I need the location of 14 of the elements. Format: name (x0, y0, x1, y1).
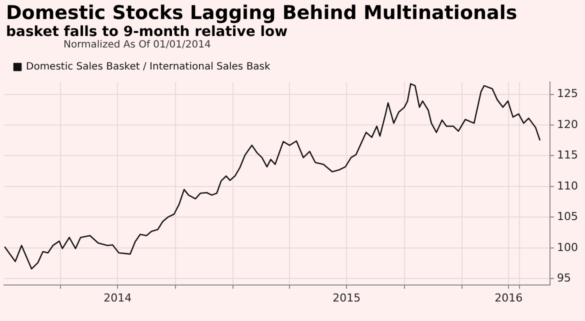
x-tick-label: 2015 (332, 291, 361, 304)
y-tick-label: 115 (557, 148, 578, 162)
y-tick-label: 120 (557, 118, 578, 131)
y-tick-label: 110 (557, 179, 578, 192)
y-tick-label: 95 (557, 272, 572, 285)
y-tick-label: 105 (557, 210, 578, 224)
y-tick-label: 125 (557, 87, 578, 100)
legend-title: Normalized As Of 01/01/2014 (63, 40, 211, 51)
y-tick-label: 100 (557, 240, 578, 254)
x-tick-label: 2016 (494, 291, 523, 304)
legend-label: Domestic Sales Basket / International Sales Bask (26, 62, 271, 73)
chart-title: Domestic Stocks Lagging Behind Multinationals (5, 1, 518, 24)
chart-subtitle: basket falls to 9-month relative low (5, 24, 289, 40)
x-tick-label: 2014 (104, 291, 132, 304)
